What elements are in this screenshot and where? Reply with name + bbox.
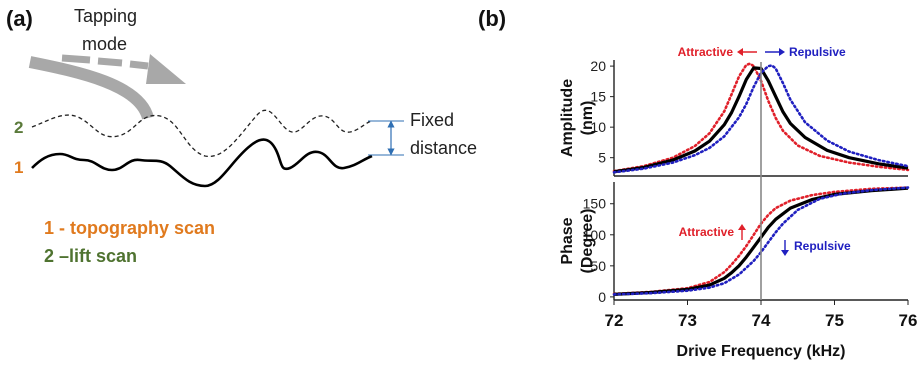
repulsive-label-top: Repulsive — [789, 45, 846, 59]
resonance-charts: 5 10 15 20 Amplitude (nm) 0 50 100 150 Phase (Degre… — [559, 45, 917, 360]
fixed-distance-label-line1: Fixed — [410, 110, 455, 130]
attractive-label-phase: Attractive — [679, 225, 735, 239]
tapping-mode-label-line2: mode — [82, 34, 128, 54]
topography-scan-line — [31, 138, 373, 188]
amplitude-series-repulsive — [612, 64, 910, 174]
phase-ylabel-line1: Phase — [559, 217, 576, 264]
phase-series-attractive — [612, 186, 910, 296]
amplitude-y-tick-label: 15 — [590, 89, 606, 105]
amplitude-ylabel-line2: (nm) — [579, 101, 596, 136]
x-tick-label: 76 — [899, 311, 918, 330]
tapping-mode-label-line1: Tapping — [74, 6, 138, 26]
topography-line-number: 1 — [14, 158, 24, 177]
phase-y-tick-label: 50 — [590, 258, 606, 274]
x-axis-label: Drive Frequency (kHz) — [677, 343, 846, 360]
fixed-distance-label-line2: distance — [410, 138, 478, 158]
repulsive-label-phase: Repulsive — [794, 239, 851, 253]
amplitude-y-tick-label: 5 — [598, 150, 606, 166]
lift-scan-line-number: 2 — [14, 118, 24, 137]
phase-series-measured — [613, 186, 909, 296]
amplitude-y-tick-label: 20 — [590, 58, 606, 74]
phase-y-tick-label: 0 — [598, 289, 606, 305]
x-tick-label: 72 — [605, 311, 624, 330]
amplitude-series-attractive — [612, 62, 910, 173]
panel-a-label: (a) — [6, 6, 33, 31]
x-tick-label: 75 — [825, 311, 844, 330]
x-tick-label: 73 — [678, 311, 697, 330]
fixed-distance-bracket — [368, 120, 404, 156]
repulsive-arrow-phase-icon — [781, 250, 789, 256]
panel-b-label: (b) — [478, 6, 507, 31]
attractive-arrow-phase-icon — [738, 224, 746, 230]
amplitude-series-measured — [613, 66, 909, 174]
amplitude-ylabel-line1: Amplitude — [559, 79, 576, 157]
phase-y-tick-label: 150 — [583, 196, 607, 212]
phase-y-tick-label: 100 — [583, 227, 607, 243]
legend-topography-scan: 1 - topography scan — [44, 218, 216, 238]
attractive-label-top: Attractive — [678, 45, 734, 59]
amplitude-y-tick-label: 10 — [590, 119, 606, 135]
x-tick-label: 74 — [752, 311, 771, 330]
attractive-arrow-top-icon — [737, 48, 743, 56]
repulsive-arrow-top-icon — [779, 48, 785, 56]
phase-ylabel-line2: (Degree) — [579, 209, 596, 274]
legend-lift-scan: 2 –lift scan — [44, 246, 138, 266]
lift-scan-line — [31, 109, 373, 157]
phase-series-repulsive — [612, 186, 910, 296]
tapping-mode-arrow-icon — [28, 54, 186, 121]
